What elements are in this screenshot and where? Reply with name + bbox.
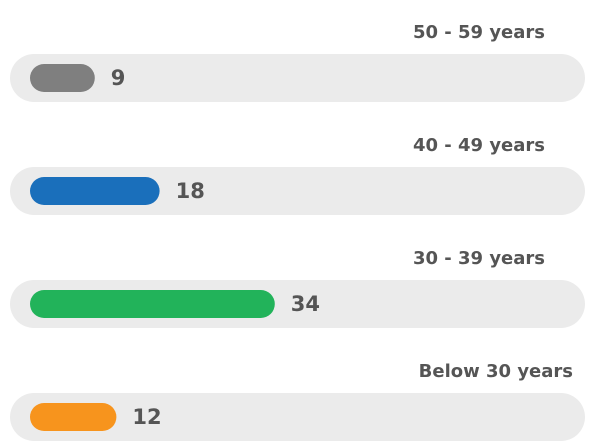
value-label: 18 (176, 179, 205, 203)
bar-track (10, 167, 585, 215)
bar-track (10, 393, 585, 441)
category-label: 40 - 49 years (413, 135, 545, 156)
bar (30, 290, 275, 318)
bar-track (10, 54, 585, 102)
bar (30, 403, 117, 431)
value-label: 34 (291, 292, 320, 316)
category-label: Below 30 years (419, 361, 573, 382)
category-label: 50 - 59 years (413, 22, 545, 43)
value-label: 9 (111, 66, 126, 90)
bar (30, 64, 95, 92)
value-label: 12 (132, 405, 161, 429)
bar (30, 177, 160, 205)
category-label: 30 - 39 years (413, 248, 545, 269)
